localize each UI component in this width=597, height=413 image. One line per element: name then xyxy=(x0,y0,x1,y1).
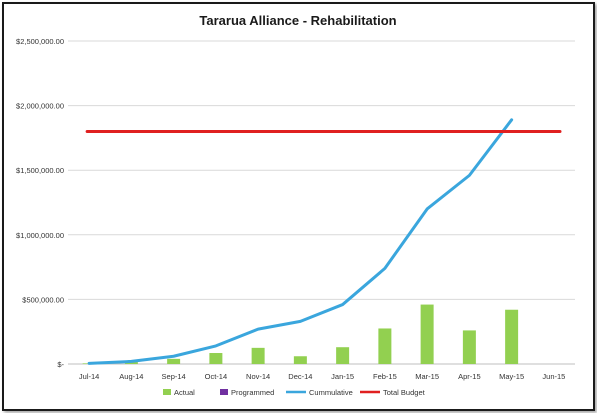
bar-actual xyxy=(378,328,392,364)
y-tick-label: $- xyxy=(57,360,64,369)
legend: Actual Programmed Cummulative Total Budget xyxy=(163,388,426,397)
x-tick-label: Nov-14 xyxy=(246,372,270,381)
bar-actual xyxy=(505,309,519,364)
y-tick-label: $2,000,000.00 xyxy=(16,102,64,111)
y-tick-label: $1,500,000.00 xyxy=(16,166,64,175)
bar-actual xyxy=(420,304,434,364)
legend-label: Total Budget xyxy=(383,388,426,397)
bar-actual xyxy=(336,347,350,364)
x-tick-label: Jul-14 xyxy=(79,372,99,381)
bar-actual xyxy=(167,358,181,364)
legend-label: Actual xyxy=(174,388,195,397)
x-tick-label: Mar-15 xyxy=(415,372,439,381)
y-axis: $- $500,000.00 $1,000,000.00 $1,500,000.00 $… xyxy=(16,37,64,369)
x-tick-label: Jun-15 xyxy=(542,372,565,381)
gridlines xyxy=(68,40,575,365)
x-tick-label: Sep-14 xyxy=(162,372,186,381)
x-tick-label: Oct-14 xyxy=(205,372,228,381)
x-tick-label: Dec-14 xyxy=(288,372,312,381)
legend-label: Cummulative xyxy=(309,388,353,397)
series-lines xyxy=(85,118,562,365)
x-tick-label: Jan-15 xyxy=(331,372,354,381)
bars xyxy=(82,304,519,364)
bar-actual xyxy=(293,356,307,364)
x-tick-label: Apr-15 xyxy=(458,372,481,381)
x-tick-label: Feb-15 xyxy=(373,372,397,381)
legend-swatch xyxy=(163,389,171,395)
y-tick-label: $500,000.00 xyxy=(22,295,64,304)
x-tick-label: May-15 xyxy=(499,372,524,381)
bar-actual xyxy=(124,362,138,364)
bar-actual xyxy=(462,330,476,364)
y-tick-label: $1,000,000.00 xyxy=(16,231,64,240)
bar-actual xyxy=(251,347,265,364)
chart-title: Tararua Alliance - Rehabilitation xyxy=(199,13,396,28)
x-tick-label: Aug-14 xyxy=(119,372,143,381)
bar-actual xyxy=(209,353,223,364)
line-cummulative xyxy=(87,118,514,365)
x-axis: Jul-14 Aug-14 Sep-14 Oct-14 Nov-14 Dec-14 Jan-… xyxy=(79,372,565,381)
legend-label: Programmed xyxy=(231,388,274,397)
legend-swatch xyxy=(220,389,228,395)
y-tick-label: $2,500,000.00 xyxy=(16,37,64,46)
